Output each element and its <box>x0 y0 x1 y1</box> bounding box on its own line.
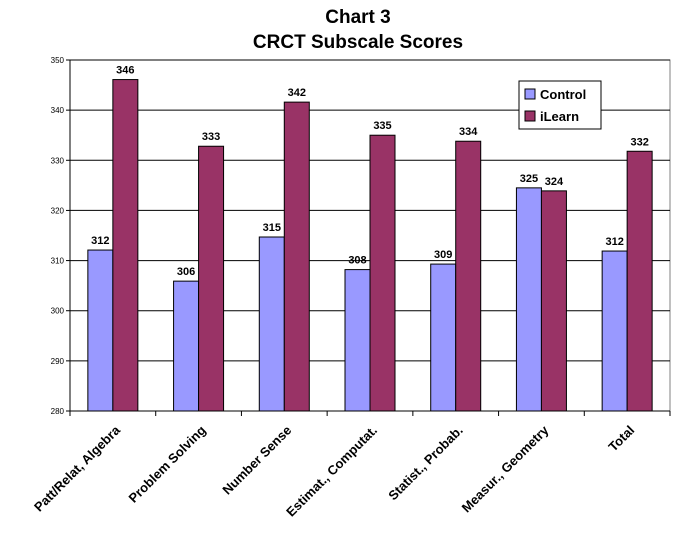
bar-ilearn <box>112 79 139 412</box>
data-label: 335 <box>373 120 391 132</box>
bar-control <box>173 280 200 412</box>
data-label: 333 <box>202 131 220 143</box>
bar-ilearn <box>626 150 653 412</box>
bar-control <box>601 250 628 412</box>
data-label: 308 <box>348 255 366 267</box>
y-tick-label: 350 <box>51 56 65 65</box>
bar-ilearn <box>198 145 225 412</box>
y-tick-label: 320 <box>51 206 65 215</box>
bar-ilearn <box>540 190 567 412</box>
legend-swatch-ilearn <box>524 110 536 122</box>
bar-ilearn <box>369 134 396 412</box>
chart-subtitle: CRCT Subscale Scores <box>253 32 463 53</box>
y-tick-label: 300 <box>51 307 65 316</box>
y-tick-label: 290 <box>51 357 65 366</box>
y-tick-label: 340 <box>51 106 65 115</box>
data-label: 324 <box>545 176 564 188</box>
y-tick-label: 280 <box>51 407 65 416</box>
chart-title: Chart 3 <box>325 7 390 28</box>
x-tick-label: Patt/Relat, Algebra <box>31 422 124 515</box>
data-label: 315 <box>263 222 281 234</box>
bar-control <box>515 187 542 412</box>
data-label: 312 <box>91 235 109 247</box>
legend: Control iLearn <box>518 80 602 130</box>
data-label: 346 <box>116 65 134 77</box>
x-tick-label: Measur., Geometry <box>459 422 552 515</box>
x-tick-label: Number Sense <box>219 423 294 498</box>
x-tick-label: Total <box>605 423 637 455</box>
bar-ilearn <box>455 140 482 412</box>
data-label: 334 <box>459 126 478 138</box>
legend-label-ilearn: iLearn <box>540 109 579 124</box>
data-label: 306 <box>177 266 195 278</box>
x-tick-label: Statist., Probab. <box>385 423 466 504</box>
x-tick-label: Estimat., Computat. <box>283 423 380 520</box>
legend-swatch-control <box>524 88 536 100</box>
bar-control <box>430 263 457 412</box>
legend-label-control: Control <box>540 87 586 102</box>
data-label: 309 <box>434 249 452 261</box>
data-label: 312 <box>605 236 623 248</box>
y-tick-label: 310 <box>51 257 65 266</box>
data-label: 325 <box>520 173 538 185</box>
data-label: 342 <box>288 87 306 99</box>
x-tick-label: Problem Solving <box>126 422 209 505</box>
y-tick-label: 330 <box>51 156 65 165</box>
bar-control <box>87 249 114 412</box>
bar-ilearn <box>283 101 310 412</box>
data-label: 332 <box>630 136 648 148</box>
bar-control <box>344 269 371 412</box>
bar-control <box>258 236 285 412</box>
